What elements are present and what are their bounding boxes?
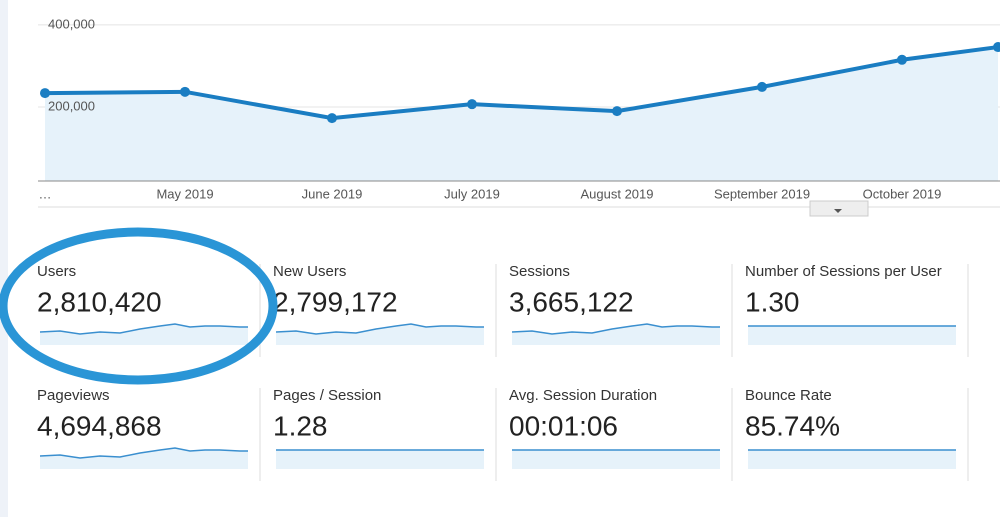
metric-label: Number of Sessions per User	[745, 263, 942, 280]
sparkline-fill	[512, 450, 720, 469]
metric-label: New Users	[273, 263, 346, 280]
metric-label: Sessions	[509, 263, 570, 280]
metric-label: Users	[37, 263, 76, 280]
sparkline	[275, 323, 484, 335]
sparkline-fill	[40, 448, 248, 469]
x-tick-label: …	[39, 186, 52, 201]
side-edge	[0, 0, 8, 517]
y-tick-label: 200,000	[48, 98, 95, 113]
metric-value: 2,799,172	[273, 286, 398, 317]
point	[40, 88, 50, 99]
area	[45, 47, 998, 182]
sparkline	[39, 323, 248, 335]
point	[467, 99, 477, 110]
sparkline-fill	[748, 326, 956, 345]
x-tick-label: October 2019	[863, 186, 942, 201]
metric-label: Avg. Session Duration	[509, 387, 657, 404]
point	[612, 106, 622, 117]
x-tick-label: May 2019	[156, 186, 213, 201]
y-tick-label: 400,000	[48, 16, 95, 31]
metric-label: Bounce Rate	[745, 387, 832, 404]
metric-value: 1.30	[745, 286, 800, 317]
metric-value: 4,694,868	[37, 410, 162, 441]
metric-value: 00:01:06	[509, 410, 618, 441]
point	[180, 86, 190, 97]
point	[993, 42, 1000, 53]
sparkline	[39, 447, 248, 459]
x-tick-label: June 2019	[302, 186, 363, 201]
metric-value: 85.74%	[745, 410, 840, 441]
point	[757, 81, 767, 92]
sparkline-fill	[40, 324, 248, 345]
expand-arrow	[834, 209, 842, 213]
highlight-circle	[0, 227, 278, 385]
expand-tab[interactable]	[809, 200, 869, 217]
sparkline-fill	[276, 450, 484, 469]
sparkline-fill	[512, 324, 720, 345]
point	[897, 54, 907, 65]
metric-label: Pageviews	[37, 387, 110, 404]
sparkline-fill	[748, 450, 956, 469]
metric-label: Pages / Session	[273, 387, 381, 404]
line	[44, 45, 999, 121]
x-tick-label: September 2019	[714, 186, 810, 201]
metric-value: 2,810,420	[37, 286, 162, 317]
metric-value: 3,665,122	[509, 286, 634, 317]
sparkline	[511, 323, 720, 335]
x-tick-label: July 2019	[444, 186, 500, 201]
sparkline-fill	[276, 324, 484, 345]
point	[327, 113, 337, 124]
metric-value: 1.28	[273, 410, 328, 441]
x-tick-label: August 2019	[580, 186, 653, 201]
